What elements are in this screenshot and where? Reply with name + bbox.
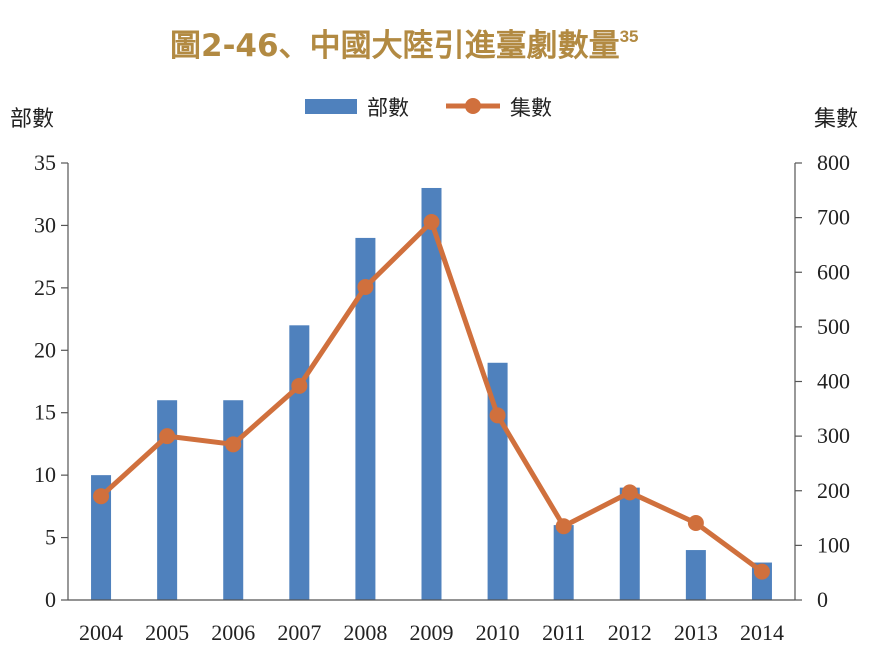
right-tick-label: 0: [817, 587, 828, 612]
legend-marker-swatch: [465, 98, 481, 114]
x-tick-label: 2014: [740, 620, 784, 645]
bar-2011: [553, 525, 574, 600]
bar-2006: [223, 400, 244, 600]
left-tick-label: 25: [34, 275, 56, 300]
left-tick-label: 35: [34, 150, 56, 175]
line-point-2008: [357, 278, 374, 295]
x-tick-label: 2012: [608, 620, 652, 645]
line-point-2012: [621, 484, 638, 501]
legend-label-bars: 部數: [367, 96, 409, 120]
bar-2007: [289, 325, 310, 600]
chart-title: 圖2-46、中國大陸引進臺劇數量35: [170, 27, 639, 64]
line-point-2007: [291, 377, 308, 394]
line-point-2010: [489, 407, 506, 424]
right-tick-label: 600: [817, 259, 850, 284]
line-point-2014: [753, 563, 770, 580]
chart-title-footnote: 35: [620, 27, 639, 46]
bar-2012: [619, 487, 640, 600]
left-tick-label: 10: [34, 462, 56, 487]
right-tick-label: 100: [817, 532, 850, 557]
left-tick-label: 15: [34, 400, 56, 425]
right-tick-label: 300: [817, 423, 850, 448]
x-tick-label: 2004: [79, 620, 123, 645]
right-axis-ticks: 0 100 200 300 400 500 600 700 800: [795, 150, 850, 612]
x-tick-label: 2013: [674, 620, 718, 645]
chart-title-text: 圖2-46、中國大陸引進臺劇數量: [170, 28, 620, 64]
bar-2004: [91, 475, 112, 600]
left-tick-label: 5: [45, 525, 56, 550]
right-tick-label: 200: [817, 478, 850, 503]
legend-label-line: 集數: [510, 96, 552, 120]
left-tick-label: 20: [34, 337, 56, 362]
right-tick-label: 500: [817, 314, 850, 339]
legend-bar-swatch: [305, 99, 357, 114]
left-axis-ticks: 0 5 10 15 20 25 30 35: [34, 150, 68, 612]
line-series: [93, 213, 770, 580]
x-tick-label: 2008: [343, 620, 387, 645]
right-tick-label: 700: [817, 205, 850, 230]
left-tick-label: 30: [34, 212, 56, 237]
x-tick-label: 2007: [277, 620, 321, 645]
right-tick-label: 800: [817, 150, 850, 175]
bar-2005: [157, 400, 178, 600]
line-point-2009: [423, 213, 440, 230]
x-tick-label: 2006: [211, 620, 255, 645]
right-axis-label: 集數: [814, 107, 858, 132]
line-point-2004: [93, 488, 110, 505]
left-axis-label: 部數: [10, 107, 54, 132]
line-point-2013: [687, 514, 704, 531]
line-point-2006: [225, 436, 242, 453]
left-tick-label: 0: [45, 587, 56, 612]
line-point-2005: [159, 428, 176, 445]
x-tick-label: 2011: [542, 620, 585, 645]
bar-2013: [685, 550, 706, 600]
x-tick-label: 2005: [145, 620, 189, 645]
bar-2009: [421, 187, 442, 600]
x-tick-label: 2010: [476, 620, 520, 645]
legend: 部數 集數: [305, 96, 552, 120]
line-point-2011: [555, 518, 572, 535]
right-tick-label: 400: [817, 369, 850, 394]
bar-2008: [355, 237, 376, 600]
x-axis-ticks: 2004 2005 2006 2007 2008 2009 2010 2011 2012 2013…: [79, 620, 784, 645]
bar-series: [91, 187, 772, 600]
x-tick-label: 2009: [410, 620, 454, 645]
